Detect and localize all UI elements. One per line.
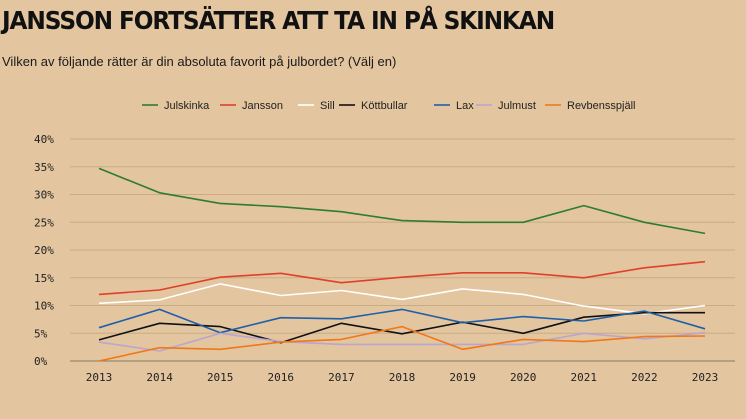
y-tick-label: 5%	[34, 327, 48, 340]
y-tick-label: 30%	[34, 189, 54, 202]
x-axis-ticks: 2013 2014 2015 2016 2017 2018 2019 2020 2021 2022…	[86, 371, 719, 384]
x-tick-label: 2023	[692, 371, 719, 384]
chart-legend: Julskinka Jansson Sill Köttbullar Lax Julmust…	[142, 100, 635, 112]
x-tick-label: 2013	[86, 371, 113, 384]
x-tick-label: 2019	[449, 371, 476, 384]
series-line-jansson	[98, 260, 706, 296]
y-tick-label: 20%	[34, 244, 54, 257]
x-tick-label: 2017	[328, 371, 355, 384]
y-tick-label: 10%	[34, 300, 54, 313]
x-tick-label: 2016	[268, 371, 295, 384]
series-lines	[98, 167, 706, 362]
series-line-sill	[98, 283, 706, 315]
series-line-julskinka	[98, 167, 706, 235]
chart-gridlines	[70, 138, 735, 362]
x-tick-label: 2020	[510, 371, 537, 384]
y-tick-label: 25%	[34, 216, 54, 229]
x-tick-label: 2015	[207, 371, 234, 384]
y-tick-label: 40%	[34, 133, 54, 146]
y-axis-ticks: 0% 5% 10% 15% 20% 25% 30% 35% 40%	[34, 133, 54, 368]
series-line-lax	[98, 308, 706, 334]
legend-label: Sill	[320, 100, 335, 112]
chart-subtitle: Vilken av följande rätter är din absolut…	[2, 54, 397, 69]
legend-label: Julskinka	[164, 100, 210, 112]
legend-label: Julmust	[498, 100, 536, 112]
legend-label: Köttbullar	[361, 100, 408, 112]
series-line-julmust	[98, 331, 706, 352]
y-tick-label: 0%	[34, 355, 48, 368]
legend-label: Revbensspjäll	[567, 100, 635, 112]
y-tick-label: 15%	[34, 272, 54, 285]
legend-label: Lax	[456, 100, 474, 112]
x-tick-label: 2021	[571, 371, 598, 384]
x-tick-label: 2018	[389, 371, 416, 384]
legend-label: Jansson	[242, 100, 283, 112]
x-tick-label: 2014	[146, 371, 173, 384]
y-tick-label: 35%	[34, 161, 54, 174]
series-line-k-ttbullar	[98, 311, 705, 344]
series-line-revbensspj-ll	[98, 325, 706, 362]
x-tick-label: 2022	[631, 371, 658, 384]
chart-title: JANSSON FORTSÄTTER ATT TA IN PÅ SKINKAN	[2, 6, 555, 35]
